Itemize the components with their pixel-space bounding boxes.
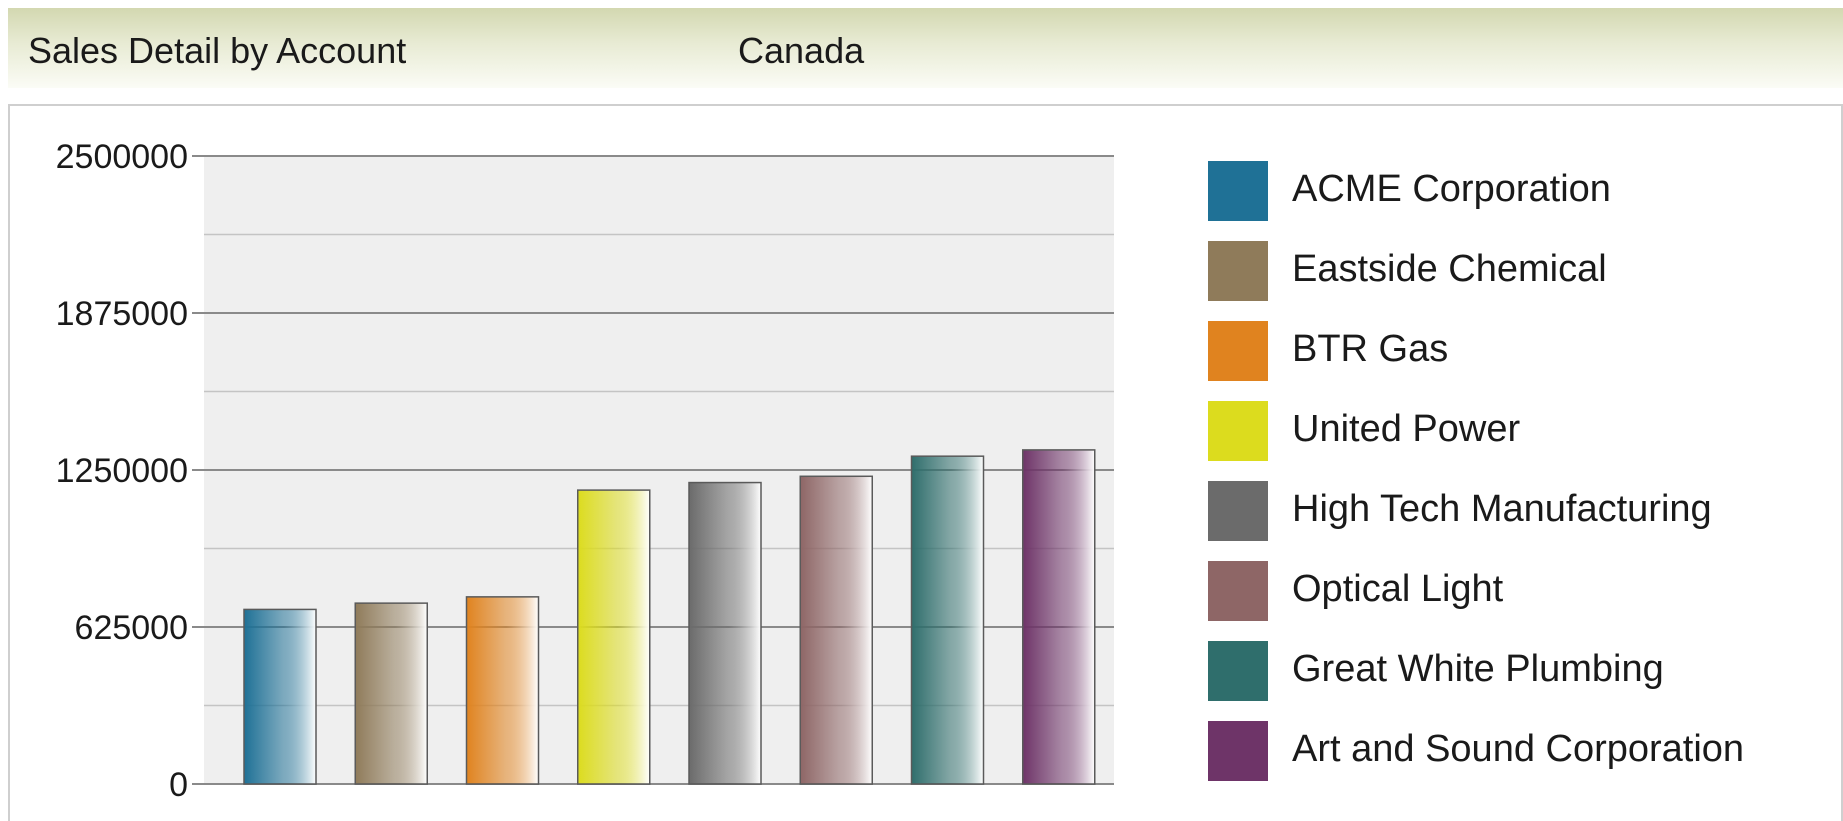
legend-label: Eastside Chemical [1292,248,1607,290]
bar-high-tech-manufacturing[interactable] [688,481,762,785]
legend-swatch [1208,481,1268,541]
legend-swatch [1208,161,1268,221]
legend-label: Optical Light [1292,568,1504,610]
legend-label: Art and Sound Corporation [1292,728,1745,770]
bar-acme-corporation[interactable] [243,608,317,785]
legend-swatch [1208,241,1268,301]
legend-label: Great White Plumbing [1292,648,1664,690]
y-tick-label: 2500000 [56,138,188,176]
bar-art-and-sound-corporation[interactable] [1022,449,1096,785]
header-region: Canada [738,30,865,71]
chart-header: Sales Detail by Account Canada [8,8,1843,88]
legend-swatch [1208,401,1268,461]
legend-label: ACME Corporation [1292,168,1611,210]
y-tick-label: 1250000 [56,452,188,490]
bar-great-white-plumbing[interactable] [910,455,985,785]
y-tick-label: 625000 [75,609,188,647]
legend-label: United Power [1292,408,1521,450]
legend-label: BTR Gas [1292,328,1449,370]
legend-swatch [1208,561,1268,621]
bar-eastside-chemical[interactable] [354,602,428,785]
y-tick-label: 1875000 [56,295,188,333]
legend-swatch [1208,641,1268,701]
bar-united-power[interactable] [577,489,651,785]
bar-btr-gas[interactable] [465,596,540,785]
bar-optical-light[interactable] [799,475,873,785]
header-title: Sales Detail by Account [28,30,407,71]
legend-swatch [1208,321,1268,381]
y-tick-label: 0 [169,766,188,804]
legend-swatch [1208,721,1268,781]
legend-label: High Tech Manufacturing [1292,488,1712,530]
